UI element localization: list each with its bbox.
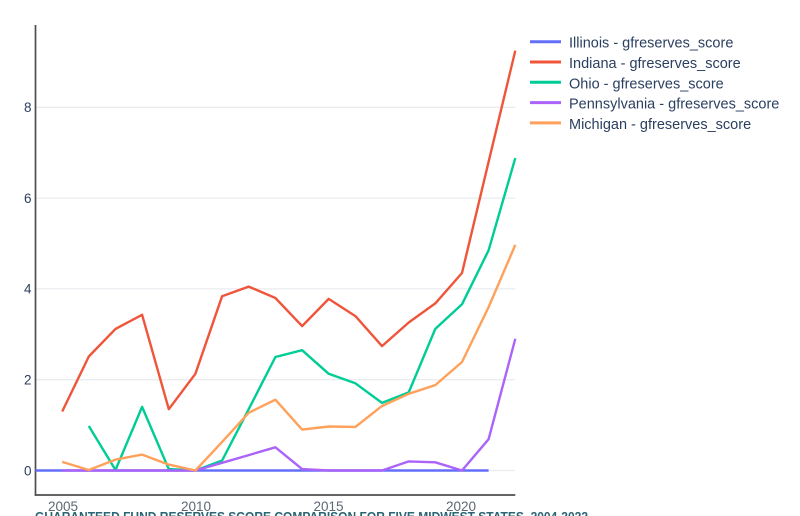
svg-text:2: 2 — [24, 373, 32, 388]
svg-text:8: 8 — [24, 100, 32, 115]
svg-text:4: 4 — [24, 282, 32, 297]
svg-text:6: 6 — [24, 191, 32, 206]
svg-text:Indiana - gfreserves_score: Indiana - gfreserves_score — [569, 56, 741, 72]
svg-text:GUARANTEED FUND RESERVES SCORE: GUARANTEED FUND RESERVES SCORE COMPARISO… — [35, 509, 588, 516]
svg-text:2020: 2020 — [446, 499, 476, 514]
svg-text:Michigan - gfreserves_score: Michigan - gfreserves_score — [569, 117, 751, 133]
svg-text:2005: 2005 — [48, 499, 78, 514]
svg-text:0: 0 — [24, 463, 32, 478]
svg-text:Illinois - gfreserves_score: Illinois - gfreserves_score — [569, 36, 733, 52]
svg-text:2010: 2010 — [181, 499, 211, 514]
svg-text:Pennsylvania - gfreserves_scor: Pennsylvania - gfreserves_score — [569, 97, 779, 113]
svg-text:Ohio - gfreserves_score: Ohio - gfreserves_score — [569, 76, 724, 92]
svg-text:2015: 2015 — [313, 499, 343, 514]
